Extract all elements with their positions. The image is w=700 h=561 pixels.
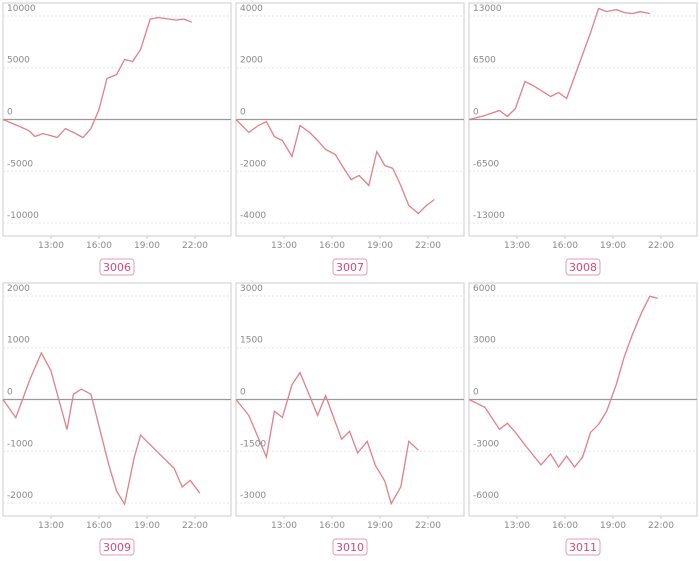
x-tick-label: 19:00 — [134, 241, 160, 251]
chart-title: 3009 — [103, 541, 131, 554]
y-tick-label: 2000 — [7, 284, 30, 294]
y-tick-label: 6000 — [473, 284, 496, 294]
chart-title: 3008 — [569, 261, 597, 274]
title-box — [332, 258, 368, 276]
x-tick-label: 22:00 — [182, 241, 208, 251]
x-tick-label: 16:00 — [319, 241, 345, 251]
y-tick-label: -1500 — [240, 439, 266, 449]
y-tick-label: -10000 — [7, 211, 39, 221]
x-tick-label: 13:00 — [271, 521, 297, 531]
y-tick-label: 13000 — [473, 4, 502, 14]
y-tick-label: -3000 — [473, 439, 499, 449]
y-tick-label: 2000 — [240, 56, 263, 66]
x-tick-label: 22:00 — [648, 521, 674, 531]
x-tick-label: 22:00 — [182, 521, 208, 531]
y-tick-label: 6500 — [473, 56, 496, 66]
chart-title: 3010 — [336, 541, 364, 554]
x-tick-label: 16:00 — [552, 521, 578, 531]
x-tick-label: 16:00 — [319, 521, 345, 531]
y-tick-label: -2000 — [240, 159, 266, 169]
x-tick-label: 19:00 — [600, 241, 626, 251]
line — [2, 351, 201, 506]
x-tick-label: 13:00 — [504, 241, 530, 251]
y-tick-label: -1000 — [7, 439, 33, 449]
line — [235, 371, 419, 506]
title-box — [99, 538, 135, 556]
x-tick-label: 16:00 — [86, 241, 112, 251]
x-tick-label: 19:00 — [367, 241, 393, 251]
y-tick-label: -13000 — [473, 211, 505, 221]
x-tick-label: 16:00 — [552, 241, 578, 251]
line — [468, 7, 650, 121]
line — [2, 16, 193, 139]
y-tick-label: 5000 — [7, 56, 30, 66]
y-tick-label: -3000 — [240, 491, 266, 501]
y-tick-label: -4000 — [240, 211, 266, 221]
y-tick-label: -6500 — [473, 159, 499, 169]
x-tick-label: 19:00 — [600, 521, 626, 531]
chart-title: 3007 — [336, 261, 364, 274]
x-tick-label: 22:00 — [415, 521, 441, 531]
y-tick-label: 1500 — [240, 336, 263, 346]
title-box — [565, 538, 601, 556]
x-tick-label: 13:00 — [504, 521, 530, 531]
chart-title: 3006 — [103, 261, 131, 274]
title-box — [332, 538, 368, 556]
chart-title: 3011 — [569, 541, 597, 554]
y-tick-label: 3000 — [240, 284, 263, 294]
x-tick-label: 16:00 — [86, 521, 112, 531]
x-tick-label: 13:00 — [271, 241, 297, 251]
y-tick-label: 0 — [240, 108, 246, 118]
y-tick-label: 1000 — [7, 336, 30, 346]
y-tick-label: -6000 — [473, 491, 499, 501]
y-tick-label: 3000 — [473, 336, 496, 346]
title-box — [99, 258, 135, 276]
y-tick-label: 0 — [7, 388, 13, 398]
title-box — [565, 258, 601, 276]
y-tick-label: 0 — [7, 108, 13, 118]
y-tick-label: 0 — [473, 108, 479, 118]
y-tick-label: -2000 — [7, 491, 33, 501]
y-tick-label: 0 — [473, 388, 479, 398]
x-tick-label: 22:00 — [648, 241, 674, 251]
y-tick-label: 10000 — [7, 4, 36, 14]
y-tick-label: -5000 — [7, 159, 33, 169]
y-tick-label: 4000 — [240, 4, 263, 14]
x-tick-label: 13:00 — [38, 521, 64, 531]
x-tick-label: 22:00 — [415, 241, 441, 251]
x-tick-label: 19:00 — [367, 521, 393, 531]
x-tick-label: 13:00 — [38, 241, 64, 251]
y-tick-label: 0 — [240, 388, 246, 398]
line — [235, 119, 435, 215]
x-tick-label: 19:00 — [134, 521, 160, 531]
line — [468, 295, 658, 469]
